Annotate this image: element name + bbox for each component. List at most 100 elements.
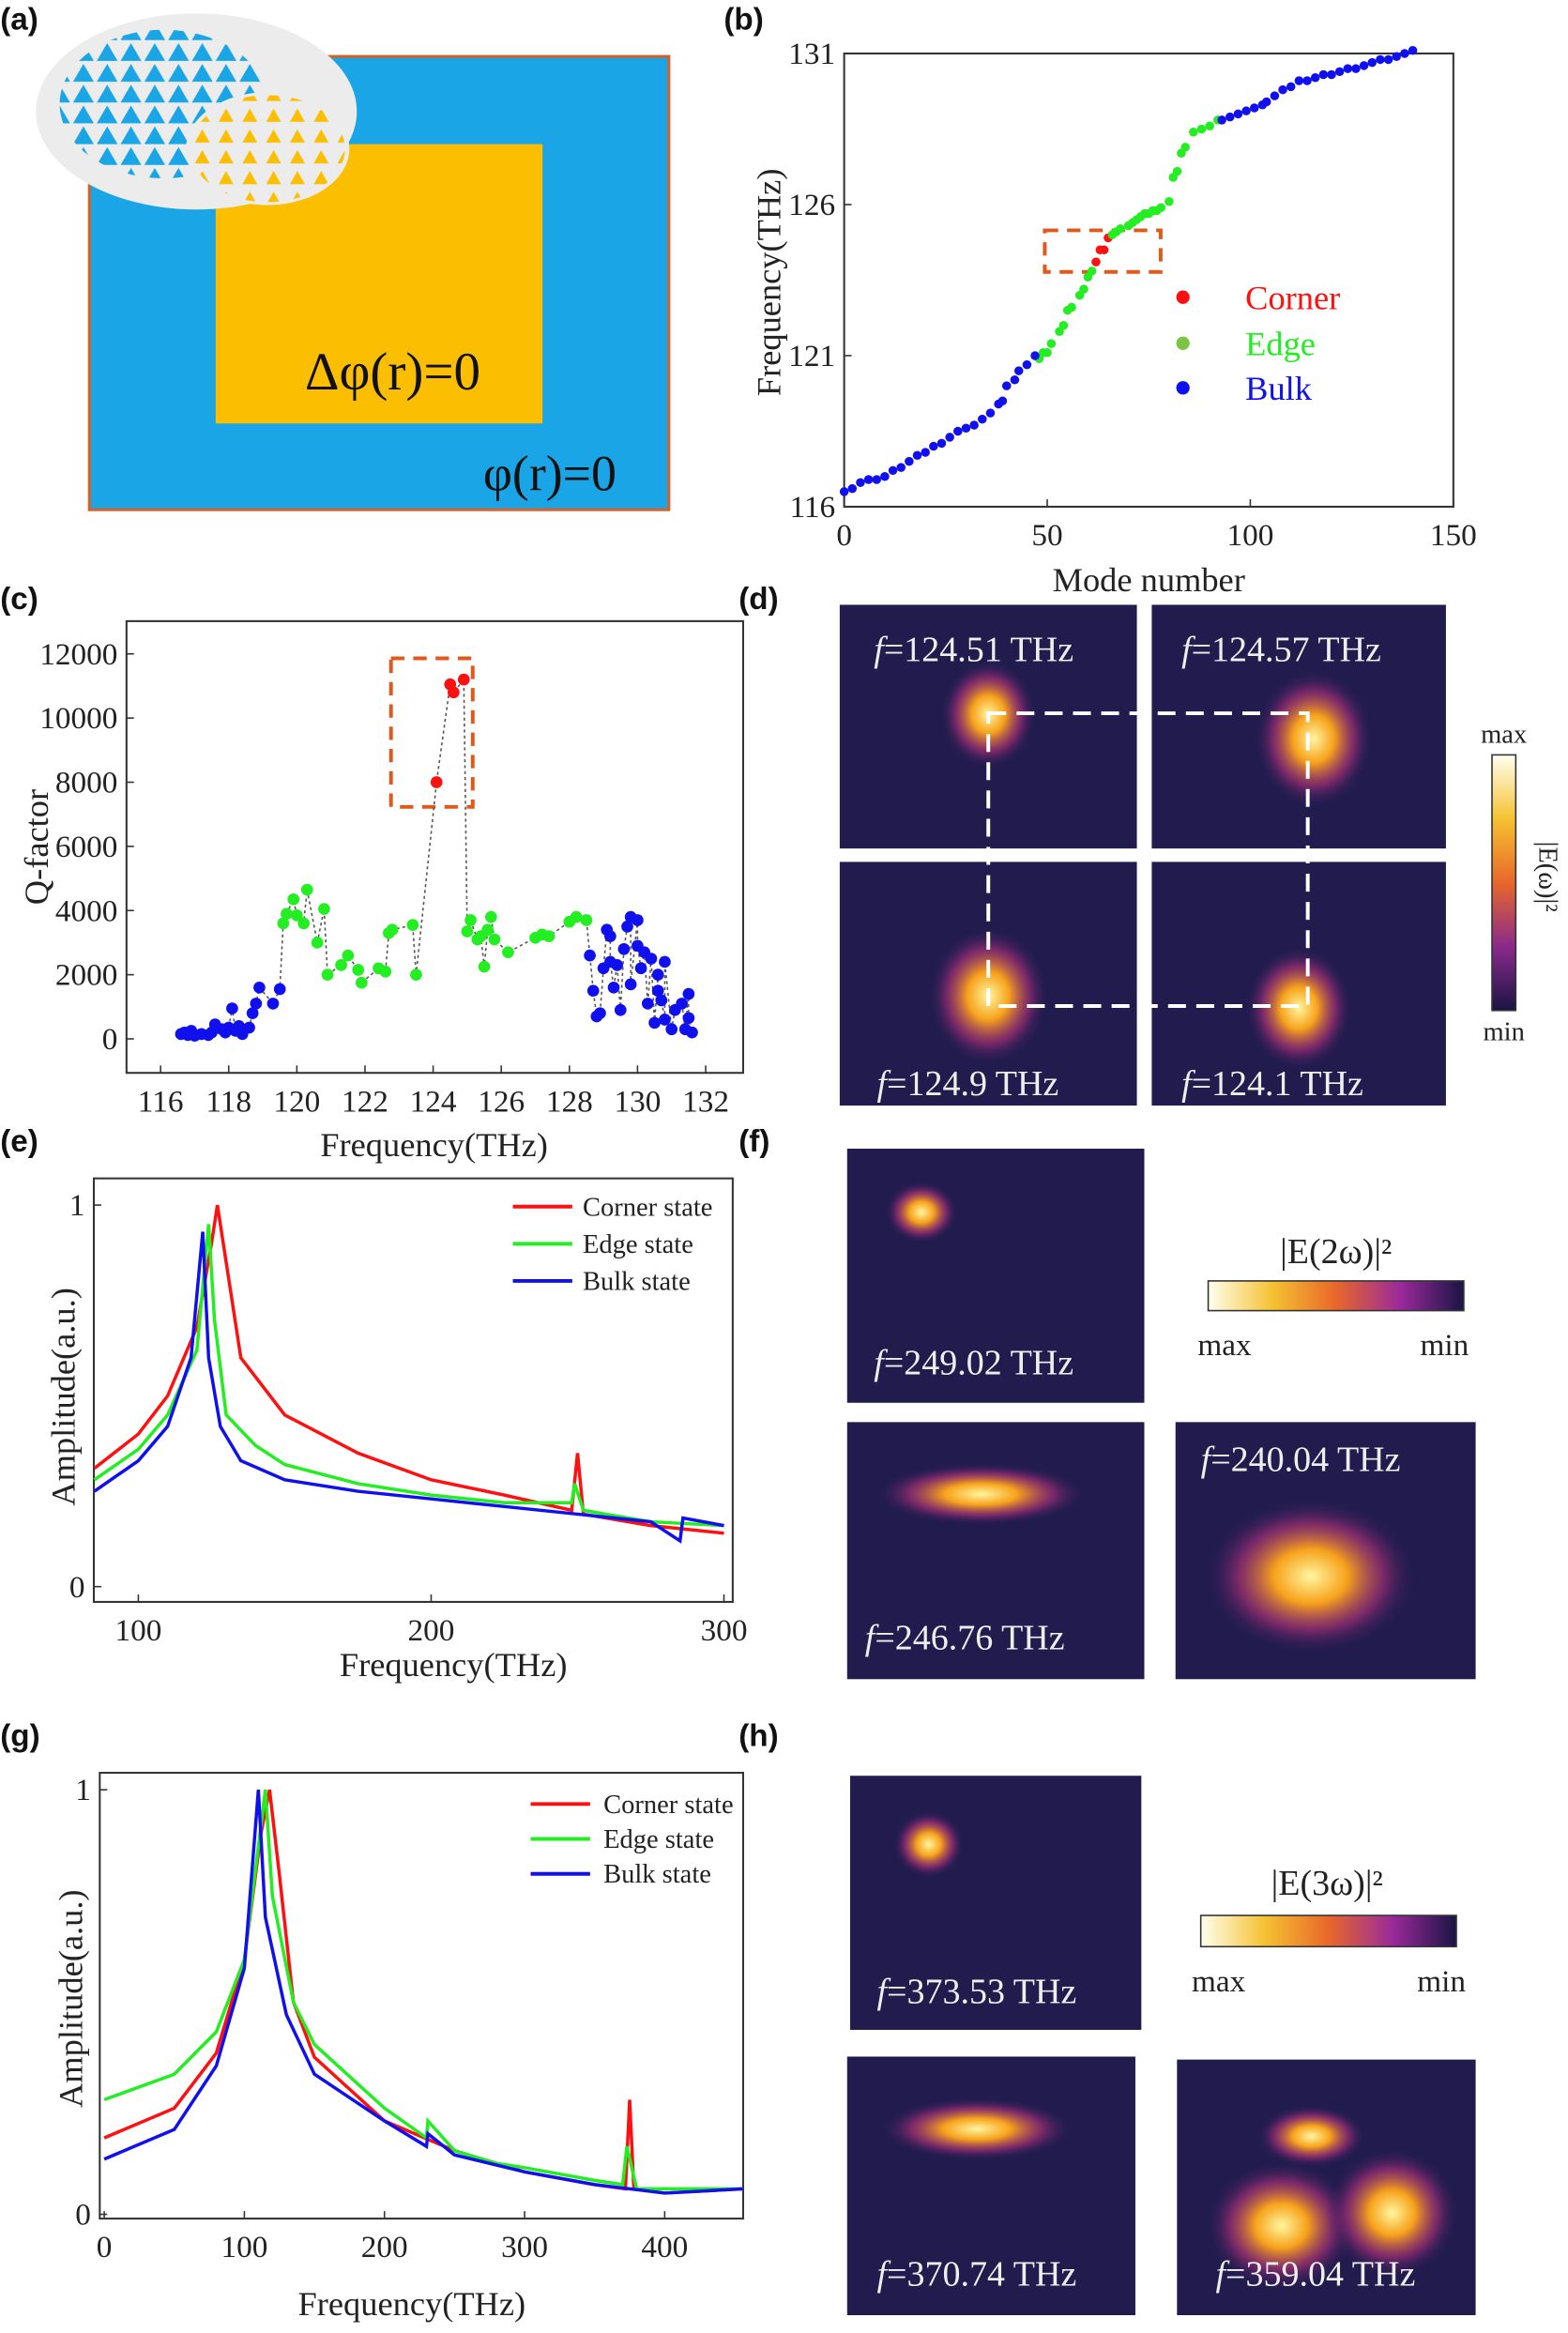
data-point-bulk [273,983,286,996]
x-tick-label: 300 [701,1613,748,1648]
frequency-value: =359.04 THz [1225,2254,1415,2294]
data-point-bulk [1400,49,1409,58]
data-point-bulk [1367,57,1378,68]
data-point-bulk [1261,97,1271,107]
data-point-bulk [1294,76,1304,85]
field-hotspot [1207,2161,1357,2290]
frequency-value: =124.1 THz [1192,1064,1363,1104]
x-tick-label: 200 [361,2230,408,2264]
frequency-value: =124.9 THz [887,1064,1058,1104]
x-tick-label: 400 [641,2230,688,2264]
y-axis-label: Amplitude(a.u.) [52,1889,89,2108]
data-point-bulk [872,475,882,484]
data-point-edge [1172,166,1182,176]
data-point-bulk [655,994,668,1007]
data-point-edge [291,909,303,922]
data-point-edge [321,968,334,981]
frequency-value: =249.02 THz [884,1344,1073,1383]
panel-label-d: (d) [738,582,778,617]
legend-label: Corner state [583,1193,712,1222]
data-point-bulk [614,1003,627,1016]
data-point-bulk [912,450,922,460]
field-hotspot [881,2097,1073,2160]
data-point-bulk [929,441,938,451]
y-tick-label: 126 [788,188,835,222]
panel-label-f: (f) [738,1124,769,1159]
data-point-edge [1156,203,1165,212]
data-point-bulk [945,433,954,442]
data-point-edge [1067,302,1076,313]
series-line-bulk [93,1231,724,1544]
data-point-bulk [676,998,688,1010]
frequency-value: =240.04 THz [1210,1441,1400,1480]
legend-label-bulk: Bulk [1245,370,1313,407]
data-point-bulk [1010,374,1020,385]
x-axis-label: Frequency(THz) [320,1126,548,1164]
data-point-bulk [634,962,647,975]
data-point-edge [342,949,355,962]
data-point-edge [300,883,313,896]
data-point-edge [1087,267,1097,276]
y-tick-label: 8000 [55,766,118,801]
data-point-corner [430,776,443,788]
data-point-bulk [863,475,874,484]
data-point-edge [335,959,347,971]
legend-label-edge: Edge [1245,325,1316,362]
data-point-bulk [1392,52,1401,61]
field-hotspot [1257,2105,1365,2168]
field-map-tile: f=240.04 THz [1175,1422,1476,1680]
data-point-edge [481,923,494,937]
data-point-bulk [1383,54,1393,65]
field-hotspot [1326,2148,1458,2278]
data-point-edge [1043,347,1052,358]
colorbar-max-label: max [1197,1328,1252,1363]
x-tick-label: 118 [206,1084,251,1119]
data-point-bulk [651,968,664,981]
legend-label: Edge state [583,1230,693,1259]
data-point-bulk [997,396,1008,406]
series-line-bulk [103,1790,744,2195]
outer-formula: φ(r)=0 [483,446,617,502]
frequency-value: =124.51 THz [884,631,1073,670]
frequency-label: f=373.53 THz [876,1972,1076,2011]
data-point-bulk [1217,115,1226,125]
frequency-label: f=124.51 THz [874,631,1073,670]
triangle-lattice-yellow [190,95,345,203]
legend-label: Bulk state [583,1267,691,1296]
panel-a-domain-diagram: Δφ(r)=0 φ(r)=0 [36,13,671,511]
data-point-bulk [1002,381,1012,390]
data-point-edge [356,976,368,989]
data-point-bulk [1030,351,1040,360]
field-map-tile: f=124.51 THz [839,604,1137,849]
field-hotspot [1205,1499,1416,1654]
panel-c-q-factor: 116 118 120 122 124 126 128 130 132 0 2000 4000 6000… [18,619,744,1164]
panel-label-g: (g) [0,1719,39,1754]
y-tick-label: 12000 [39,637,117,672]
corner-outline-box [986,711,1310,1008]
y-tick-label: 121 [788,339,835,374]
data-point-edge [352,964,365,976]
frequency-value: =124.57 THz [1192,631,1381,670]
colorbar-min-label: min [1420,1328,1469,1363]
data-point-edge [318,903,330,915]
frequency-value: =373.53 THz [887,1972,1076,2011]
data-point-bulk [1359,61,1369,70]
data-point-bulk [659,955,671,968]
colorbar-f [1207,1280,1465,1312]
field-hotspot [1245,947,1352,1070]
frequency-label: f=240.04 THz [1201,1441,1401,1480]
y-axis-label: Frequency(THz) [751,169,788,397]
data-point-bulk [1318,69,1329,80]
x-tick-label: 120 [273,1084,320,1119]
data-point-bulk [985,408,996,418]
panel-g-th-spectrum: 0 100 200 300 400 0 1 Frequency(THz) Amplitude(a… [52,1772,744,2323]
field-hotspot [1255,670,1373,807]
panel-label-e: (e) [0,1124,38,1159]
y-tick-label: 4000 [55,893,118,928]
data-point-edge [542,930,556,942]
data-point-bulk [253,981,266,994]
x-tick-label: 116 [138,1084,184,1119]
data-point-corner [457,673,470,686]
data-point-bulk [651,984,664,998]
data-point-bulk [847,483,858,494]
